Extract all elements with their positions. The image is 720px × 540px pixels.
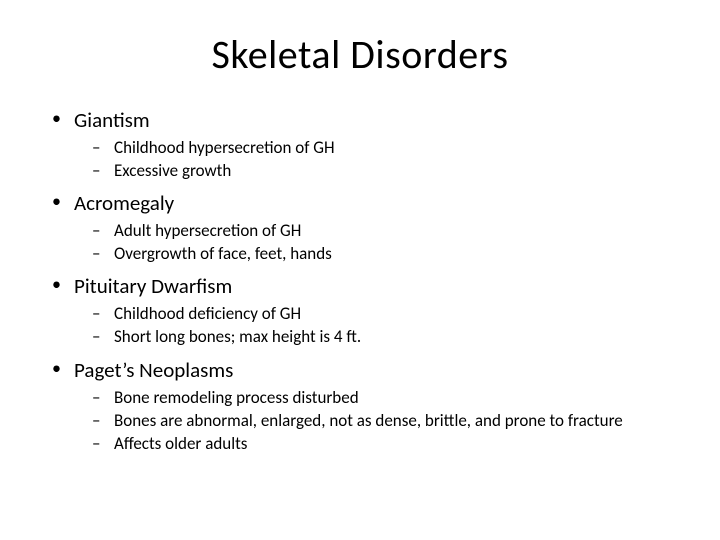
list-item: Paget’s Neoplasms Bone remodeling proces… — [50, 357, 670, 455]
list-subitem: Overgrowth of face, feet, hands — [74, 243, 670, 265]
outline-list: Giantism Childhood hypersecretion of GH … — [50, 107, 670, 455]
sublist: Bone remodeling process disturbed Bones … — [74, 387, 670, 455]
list-subitem: Adult hypersecretion of GH — [74, 220, 670, 242]
list-subitem: Affects older adults — [74, 433, 670, 455]
list-subitem: Short long bones; max height is 4 ft. — [74, 326, 670, 348]
list-item: Giantism Childhood hypersecretion of GH … — [50, 107, 670, 182]
page-title: Skeletal Disorders — [50, 30, 670, 79]
list-subitem: Bone remodeling process disturbed — [74, 387, 670, 409]
list-subitem: Childhood hypersecretion of GH — [74, 137, 670, 159]
list-item-label: Paget’s Neoplasms — [74, 357, 233, 383]
sublist: Adult hypersecretion of GH Overgrowth of… — [74, 220, 670, 265]
list-item-label: Acromegaly — [74, 190, 174, 216]
list-subitem: Childhood deficiency of GH — [74, 303, 670, 325]
list-item: Pituitary Dwarfism Childhood deficiency … — [50, 273, 670, 348]
list-item: Acromegaly Adult hypersecretion of GH Ov… — [50, 190, 670, 265]
sublist: Childhood deficiency of GH Short long bo… — [74, 303, 670, 348]
slide: Skeletal Disorders Giantism Childhood hy… — [0, 0, 720, 540]
list-subitem: Excessive growth — [74, 160, 670, 182]
sublist: Childhood hypersecretion of GH Excessive… — [74, 137, 670, 182]
list-subitem: Bones are abnormal, enlarged, not as den… — [74, 410, 670, 432]
list-item-label: Pituitary Dwarfism — [74, 273, 232, 299]
list-item-label: Giantism — [74, 107, 150, 133]
